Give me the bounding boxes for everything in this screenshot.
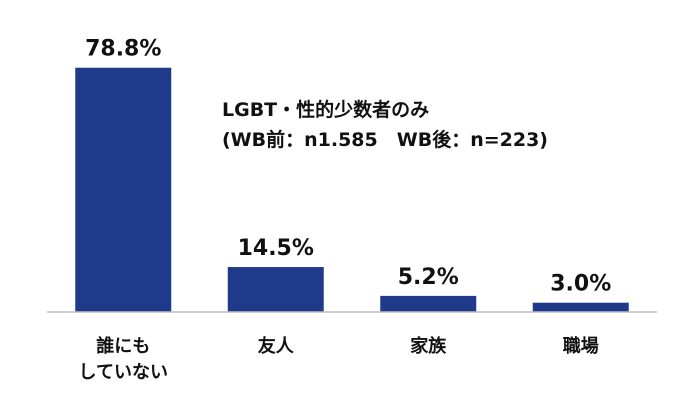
- annotation-line-1: LGBT・性的少数者のみ: [222, 98, 429, 121]
- bar-1: [227, 267, 324, 312]
- category-label-3: 職場: [563, 335, 599, 357]
- value-label-0: 78.8%: [85, 37, 161, 62]
- bar-0: [75, 67, 172, 312]
- value-labels-group: 78.8% 14.5% 5.2% 3.0%: [85, 37, 611, 297]
- category-label-2: 家族: [410, 335, 447, 357]
- annotation-line-2: (WB前：n1.585 WB後：n=223): [222, 128, 548, 151]
- value-label-3: 3.0%: [550, 272, 611, 297]
- category-label-1: 友人: [258, 335, 295, 357]
- bar-3: [532, 302, 629, 312]
- value-label-1: 14.5%: [238, 236, 314, 261]
- value-label-2: 5.2%: [398, 265, 459, 290]
- category-label-0-line-1: していない: [79, 362, 168, 383]
- bars-group: [75, 67, 629, 312]
- category-label-0-line-0: 誰にも: [96, 335, 150, 357]
- bar-2: [380, 295, 477, 312]
